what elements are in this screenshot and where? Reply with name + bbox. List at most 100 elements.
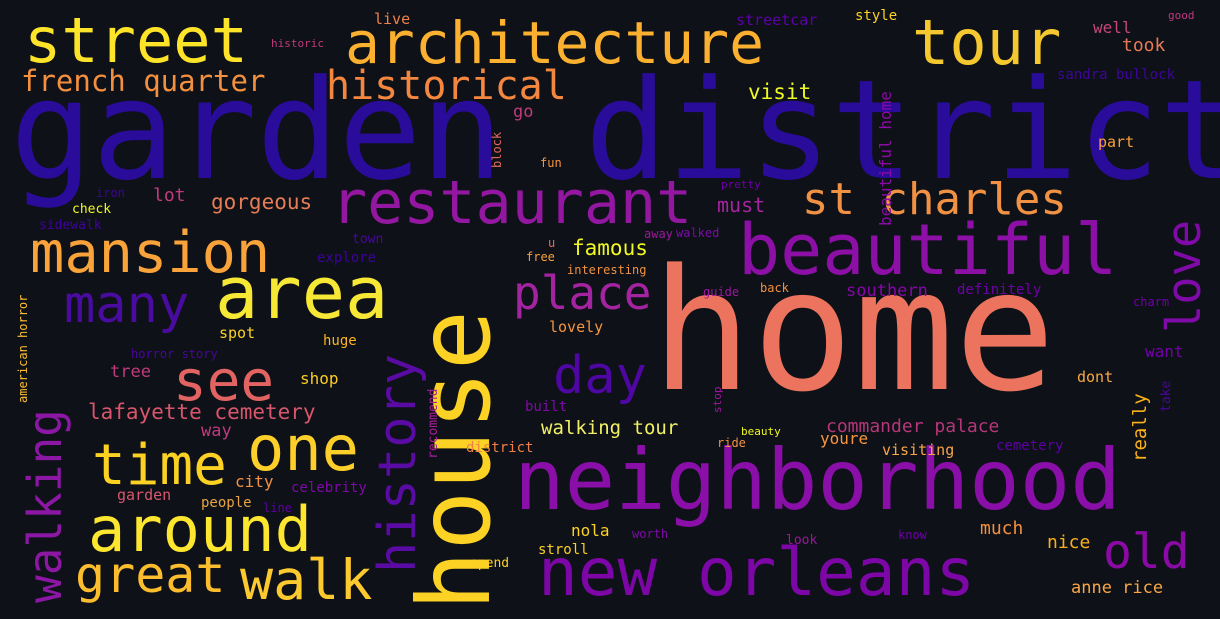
word-line: line <box>263 501 292 515</box>
word-nola: nola <box>571 521 610 540</box>
word-district: district <box>466 440 534 456</box>
word-time: time <box>92 433 227 498</box>
word-new-orleans: new orleans <box>538 534 976 611</box>
word-well: well <box>1093 18 1132 37</box>
word-take: take <box>1159 380 1174 412</box>
word-french-quarter: french quarter <box>21 64 266 98</box>
word-garden-district: garden district <box>10 50 1220 211</box>
word-walked: walked <box>676 226 720 240</box>
word-restaurant: restaurant <box>331 168 693 238</box>
word-gorgeous: gorgeous <box>211 190 313 214</box>
word-street: street <box>24 4 248 77</box>
word-town: town <box>352 232 384 247</box>
word-place: place <box>513 266 652 320</box>
word-pretty: pretty <box>721 178 761 191</box>
word-celebrity: celebrity <box>291 480 367 496</box>
word-dont: dont <box>1077 368 1114 386</box>
word-definitely: definitely <box>957 282 1042 298</box>
word-know: know <box>898 528 927 542</box>
word-look: look <box>786 533 818 548</box>
word-american-horror: american horror <box>16 294 30 403</box>
word-good: good <box>1168 9 1195 22</box>
word-anne-rice: anne rice <box>1071 578 1164 598</box>
word-mansion: mansion <box>30 220 271 286</box>
word-day: day <box>553 346 647 406</box>
word-free: free <box>526 250 555 264</box>
word-style: style <box>855 8 898 24</box>
word-famous: famous <box>572 236 648 260</box>
word-history: history <box>368 353 428 573</box>
word-walk: walk <box>240 548 373 612</box>
word-walking: walking <box>18 409 72 603</box>
word-sidewalk: sidewalk <box>39 218 102 233</box>
word-interesting: interesting <box>567 263 647 277</box>
word-beautiful-home: beautiful home <box>876 91 895 226</box>
word-shop: shop <box>300 369 339 388</box>
word-neighborhood: neighborhood <box>514 431 1121 529</box>
word-see: see <box>173 349 275 414</box>
word-want: want <box>1145 342 1184 361</box>
word-away: away <box>644 227 673 241</box>
word-lot: lot <box>153 185 186 206</box>
word-ride: ride <box>717 436 746 450</box>
word-people: people <box>201 495 252 511</box>
word-beauty: beauty <box>741 425 781 438</box>
word-lafayette-cemetery: lafayette cemetery <box>88 400 316 424</box>
word-recommend: recommend <box>426 388 441 459</box>
word-streetcar: streetcar <box>736 11 818 29</box>
word-nice: nice <box>1047 532 1091 553</box>
word-beautiful: beautiful <box>738 209 1118 291</box>
word-built: built <box>525 399 568 415</box>
word-visiting: visiting <box>882 441 955 459</box>
word-great: great <box>75 546 226 604</box>
word-fun: fun <box>540 156 562 170</box>
word-city: city <box>235 472 274 491</box>
word-worth: worth <box>632 527 669 541</box>
word-tree: tree <box>110 362 151 382</box>
word-walking-tour: walking tour <box>541 417 679 439</box>
word-block: block <box>490 131 504 168</box>
word-historic: historic <box>271 37 324 50</box>
word-guide: guide <box>703 285 740 299</box>
word-historical: historical <box>326 63 567 109</box>
word-southern: southern <box>846 281 928 301</box>
word-live: live <box>374 10 411 28</box>
word-iron: iron <box>96 186 125 200</box>
word-go: go <box>513 102 534 122</box>
word-cemetery: cemetery <box>996 438 1064 454</box>
word-lovely: lovely <box>549 318 604 336</box>
word-much: much <box>980 518 1024 539</box>
word-spot: spot <box>219 324 256 342</box>
word-st-charles: st charles <box>802 174 1067 225</box>
word-stop: stop <box>711 386 724 414</box>
word-explore: explore <box>317 250 377 266</box>
word-huge: huge <box>323 333 357 349</box>
word-charm: charm <box>1133 295 1170 309</box>
word-spend: spend <box>470 556 510 571</box>
word-architecture: architecture <box>345 9 765 77</box>
word-horror-story: horror story <box>131 347 218 361</box>
word-really: really <box>1129 393 1151 462</box>
word-many: many <box>64 275 190 335</box>
word-old: old <box>1103 524 1190 580</box>
word-commander-palace: commander palace <box>826 416 1000 437</box>
word-must: must <box>717 193 766 217</box>
word-garden: garden <box>117 486 172 504</box>
word-way: way <box>201 421 232 441</box>
word-part: part <box>1098 133 1135 151</box>
word-took: took <box>1122 35 1166 56</box>
word-sandra-bullock: sandra bullock <box>1057 67 1176 83</box>
word-one: one <box>247 412 359 485</box>
word-area: area <box>215 251 389 335</box>
word-around: around <box>88 493 312 566</box>
word-home: home <box>651 233 1056 429</box>
word-visit: visit <box>748 80 812 104</box>
word-youre: youre <box>820 429 869 448</box>
word-stroll: stroll <box>538 542 589 558</box>
word-check: check <box>72 202 112 217</box>
word-u: u <box>548 236 556 250</box>
word-love: love <box>1157 219 1212 333</box>
word-tour: tour <box>912 6 1062 79</box>
word-back: back <box>760 281 789 295</box>
